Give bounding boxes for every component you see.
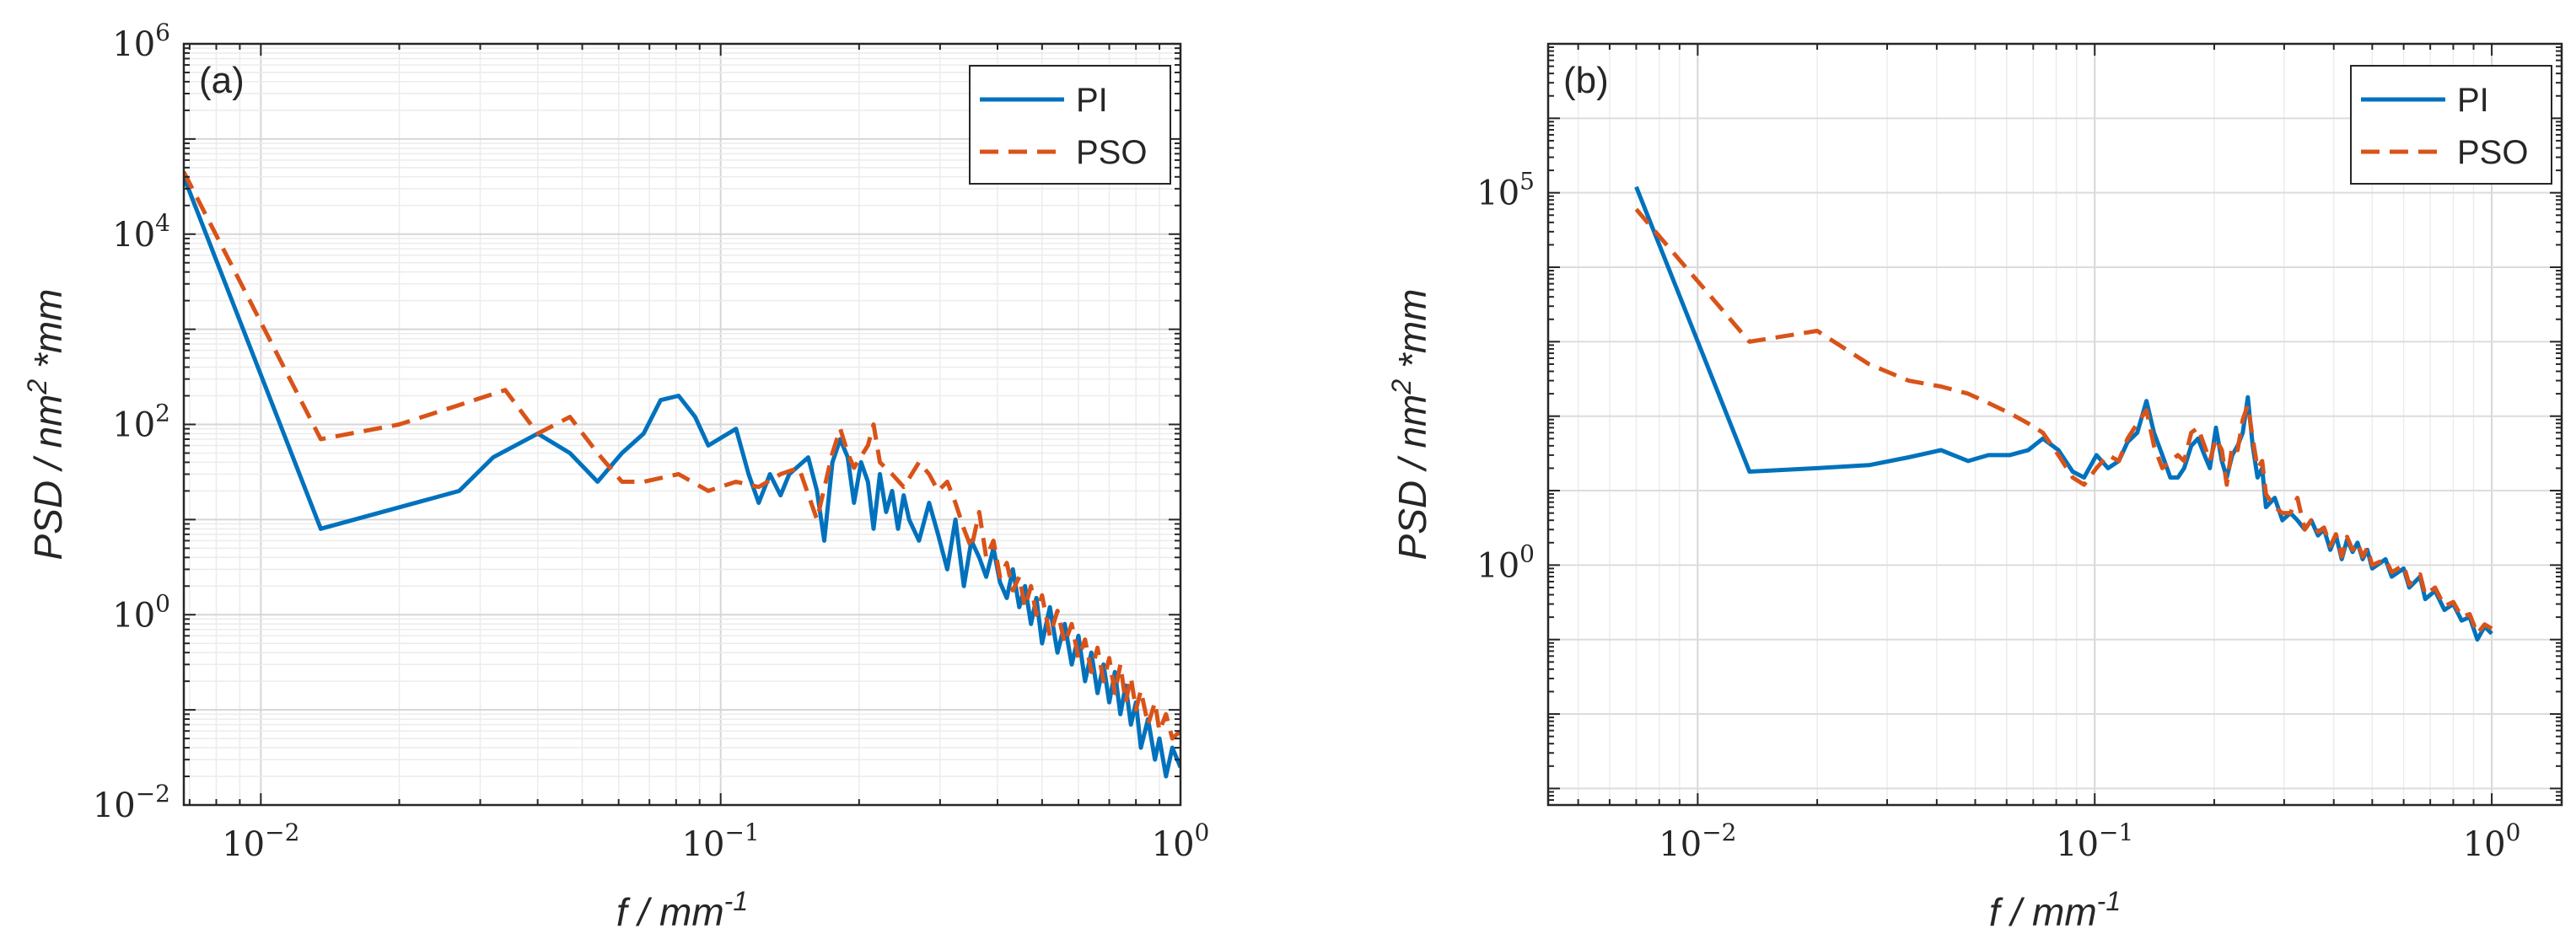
y-axis-label: PSD / nm2 *mm xyxy=(22,289,70,561)
y-tick-label: 100 xyxy=(1476,539,1535,585)
x-tick-label-exponent: 0 xyxy=(1195,819,1210,846)
y-tick-label-exponent: 5 xyxy=(1519,168,1535,196)
y-axis-label-tail: *mm xyxy=(1390,289,1434,379)
series-line-pso xyxy=(184,170,1180,741)
axes-box xyxy=(1546,42,2563,807)
x-tick-label-exponent: −1 xyxy=(724,819,759,846)
y-tick-label-base: 10 xyxy=(112,216,155,255)
y-axis-label-superscript: 2 xyxy=(22,379,52,395)
grid xyxy=(1548,43,2562,805)
y-axis-label-superscript: 2 xyxy=(1386,379,1417,395)
x-tick-label-base: 10 xyxy=(1152,825,1195,864)
legend-label-pso: PSO xyxy=(1076,134,1147,171)
x-tick-label-exponent: −2 xyxy=(1702,819,1736,846)
panel-label: (a) xyxy=(199,60,245,101)
y-tick-label: 104 xyxy=(112,209,170,255)
y-tick-label-base: 10 xyxy=(93,786,136,825)
y-tick-label: 102 xyxy=(112,400,170,445)
x-axis-label-text: f / mm xyxy=(1989,890,2097,934)
x-tick-label-exponent: −2 xyxy=(265,819,299,846)
y-tick-label-base: 10 xyxy=(112,406,155,445)
legend-label-pi: PI xyxy=(1076,82,1108,119)
x-tick-label-base: 10 xyxy=(2463,825,2506,864)
x-tick-label: 100 xyxy=(1152,819,1210,864)
y-tick-label: 10−2 xyxy=(93,780,170,825)
x-axis-label-superscript: -1 xyxy=(724,886,748,916)
x-tick-label-base: 10 xyxy=(2056,825,2099,864)
series-line-pso xyxy=(1634,207,2493,636)
y-axis-label-text: PSD / nm xyxy=(1390,394,1434,561)
ticks xyxy=(184,43,1181,806)
y-tick-label-exponent: 2 xyxy=(155,400,170,427)
x-axis-label: f / mm-1 xyxy=(1989,886,2121,934)
y-tick-label: 105 xyxy=(1476,168,1535,213)
x-axis-label: f / mm-1 xyxy=(616,886,748,934)
y-tick-label: 106 xyxy=(112,19,170,64)
y-tick-label-exponent: −2 xyxy=(136,780,170,808)
x-tick-label-base: 10 xyxy=(1659,825,1702,864)
x-tick-label: 10−2 xyxy=(1659,819,1736,864)
legend: PI PSO xyxy=(969,65,1171,185)
y-tick-label-exponent: 4 xyxy=(155,209,170,237)
series-group xyxy=(1634,185,2493,642)
y-axis-label-tail: *mm xyxy=(26,289,70,379)
y-tick-label-base: 10 xyxy=(112,25,155,64)
legend-box xyxy=(969,65,1171,185)
legend: PI PSO xyxy=(2350,65,2552,185)
x-tick-label-exponent: 0 xyxy=(2506,819,2521,846)
x-tick-label-base: 10 xyxy=(682,825,725,864)
x-tick-label: 10−1 xyxy=(2056,819,2133,864)
series-group xyxy=(184,170,1180,779)
ticks xyxy=(1548,43,2562,806)
x-tick-label: 10−1 xyxy=(682,819,760,864)
x-tick-label-base: 10 xyxy=(222,825,265,864)
series-line-pi xyxy=(1634,185,2493,642)
y-tick-label-exponent: 0 xyxy=(155,589,170,617)
y-tick-label-base: 10 xyxy=(112,596,155,635)
y-tick-label-base: 10 xyxy=(1476,546,1519,585)
x-axis-label-text: f / mm xyxy=(616,890,724,934)
legend-box xyxy=(2350,65,2552,185)
legend-label-pi: PI xyxy=(2457,82,2489,119)
y-axis-label-text: PSD / nm xyxy=(26,394,70,561)
x-tick-label: 100 xyxy=(2463,819,2521,864)
x-axis-label-superscript: -1 xyxy=(2097,886,2121,916)
panel-label: (b) xyxy=(1563,60,1609,101)
y-axis-label: PSD / nm2 *mm xyxy=(1386,289,1434,561)
series-line-pi xyxy=(184,175,1180,779)
x-tick-label-exponent: −1 xyxy=(2099,819,2133,846)
y-tick-label-base: 10 xyxy=(1476,174,1519,213)
y-tick-label-exponent: 0 xyxy=(1519,539,1535,567)
y-tick-label: 100 xyxy=(112,589,170,635)
x-tick-label: 10−2 xyxy=(222,819,299,864)
y-tick-label-exponent: 6 xyxy=(155,19,170,46)
legend-label-pso: PSO xyxy=(2457,134,2528,171)
